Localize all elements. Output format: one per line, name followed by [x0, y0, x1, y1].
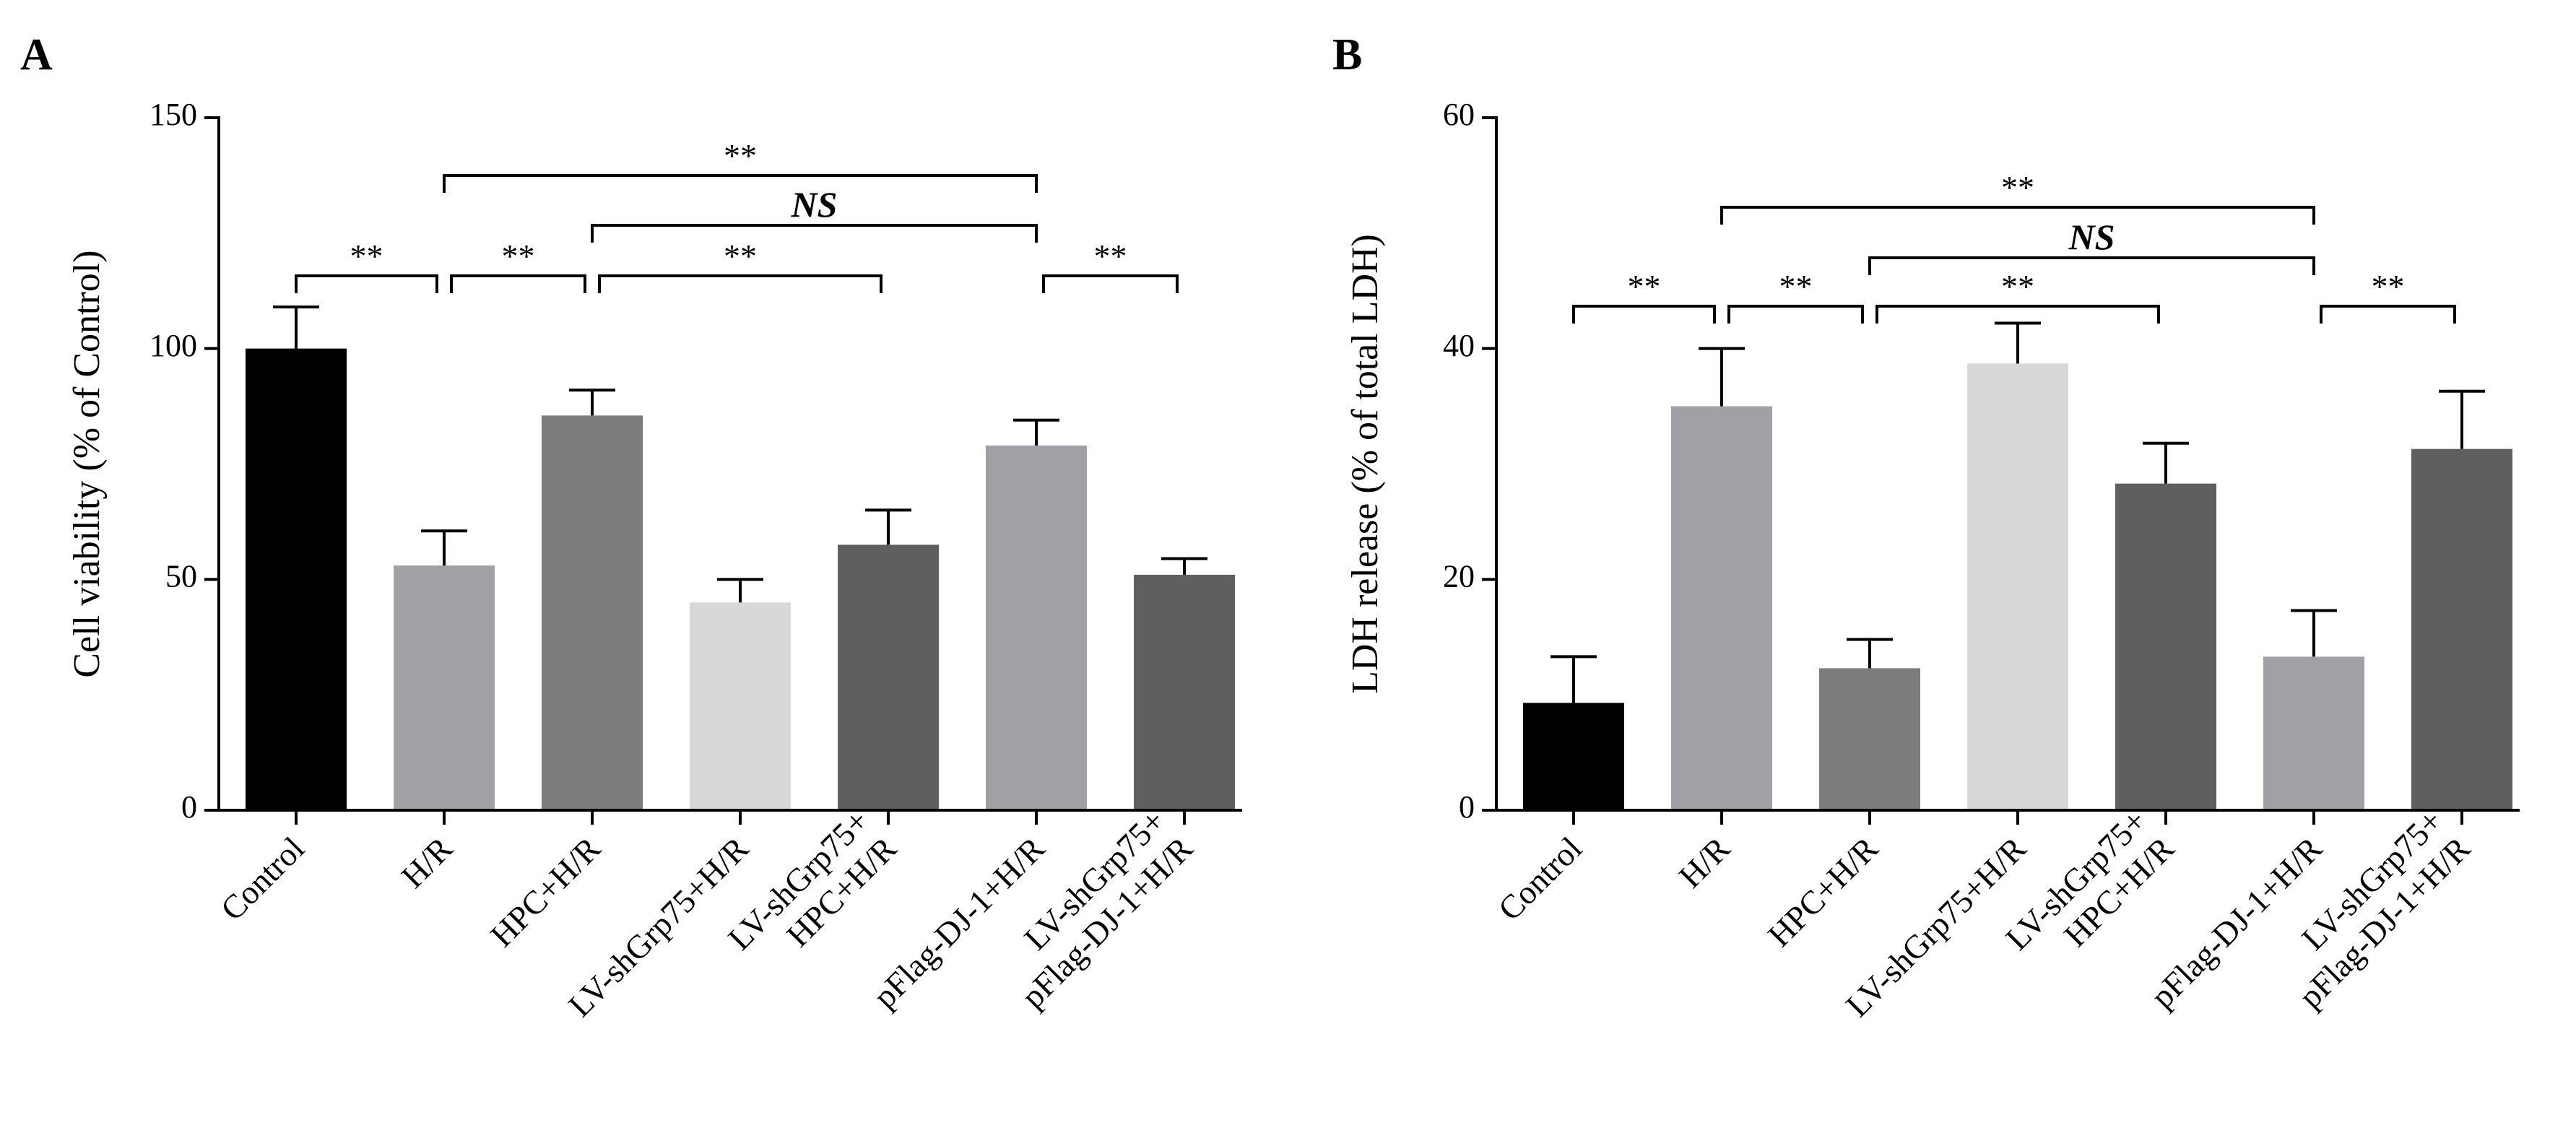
bar [1819, 668, 1920, 810]
significance-label: ** [2001, 169, 2034, 206]
y-tick-label: 50 [165, 558, 197, 594]
x-tick-label: LV-shGrp75+HPC+H/R [721, 802, 903, 985]
significance-label: ** [1779, 268, 1813, 305]
bar [1671, 406, 1772, 810]
bar [542, 415, 643, 810]
y-tick-label: 40 [1443, 328, 1475, 363]
bar [986, 445, 1087, 810]
x-tick-label: LV-shGrp75+HPC+H/R [1998, 802, 2181, 985]
significance-bracket [591, 224, 1038, 243]
panel-label: B [1332, 30, 1362, 79]
significance-bracket [443, 174, 1038, 193]
significance-label: ** [724, 238, 757, 274]
y-tick-label: 0 [1459, 789, 1475, 825]
y-tick-label: 20 [1443, 558, 1475, 594]
significance-label: ** [724, 137, 757, 174]
x-tick-label: HPC+H/R [1761, 830, 1885, 954]
x-tick-label-line: HPC+H/R [1761, 830, 1885, 954]
x-tick-label: LV-shGrp75+pFlag-DJ-1+H/R [986, 802, 1200, 1015]
significance-bracket [450, 274, 586, 293]
significance-label: NS [791, 184, 838, 225]
y-tick-label: 100 [149, 328, 197, 363]
bar [2263, 656, 2364, 810]
y-tick-label: 150 [149, 97, 197, 132]
significance-bracket [295, 274, 438, 293]
panel-b: B LDH release (% of total LDH) 0 20 40 60 Cont… [1332, 30, 2520, 1024]
y-axis-title: LDH release (% of total LDH) [1345, 234, 1386, 694]
bar [1134, 574, 1235, 810]
significance-bracket [1572, 305, 1716, 324]
panel-label: A [20, 30, 53, 79]
bar [838, 544, 939, 810]
x-tick-label-line: HPC+H/R [483, 830, 607, 954]
bar [394, 565, 495, 810]
significance-label: ** [2001, 268, 2034, 305]
y-tick-label: 0 [181, 789, 197, 825]
y-axis-title: Cell viability (% of Control) [66, 250, 108, 677]
significance-bracket [2320, 305, 2456, 324]
x-tick-label: H/R [1672, 830, 1738, 895]
bar [2115, 483, 2216, 810]
y-tick-label: 60 [1443, 97, 1475, 132]
panel-a: A Cell viability (% of Control) 0 50 100 150 C… [20, 30, 1242, 1024]
significance-label: ** [1628, 268, 1661, 305]
bar [1967, 363, 2068, 810]
x-tick-label: Control [1491, 830, 1589, 927]
x-tick-label-line: H/R [1672, 830, 1738, 895]
x-tick-label-line: H/R [394, 830, 460, 895]
bar [690, 602, 791, 810]
x-tick-label: HPC+H/R [483, 830, 607, 954]
x-tick-label-line: Control [1491, 830, 1589, 927]
significance-bracket [1042, 274, 1179, 293]
bar [2411, 448, 2512, 810]
significance-bracket [1720, 206, 2315, 225]
x-tick-label: H/R [394, 830, 460, 895]
significance-label: NS [2068, 217, 2115, 257]
significance-bracket [1875, 305, 2160, 324]
significance-bracket [1868, 256, 2315, 275]
bar [246, 348, 347, 811]
x-tick-label: LV-shGrp75+pFlag-DJ-1+H/R [2264, 802, 2477, 1015]
significance-label: ** [502, 238, 535, 274]
significance-label: ** [350, 238, 383, 274]
x-tick-label-line: Control [214, 830, 311, 927]
significance-bracket [1727, 305, 1864, 324]
x-tick-label: Control [214, 830, 311, 927]
significance-label: ** [1094, 238, 1127, 274]
significance-bracket [598, 274, 882, 293]
significance-label: ** [2372, 268, 2405, 305]
bar [1523, 703, 1624, 810]
